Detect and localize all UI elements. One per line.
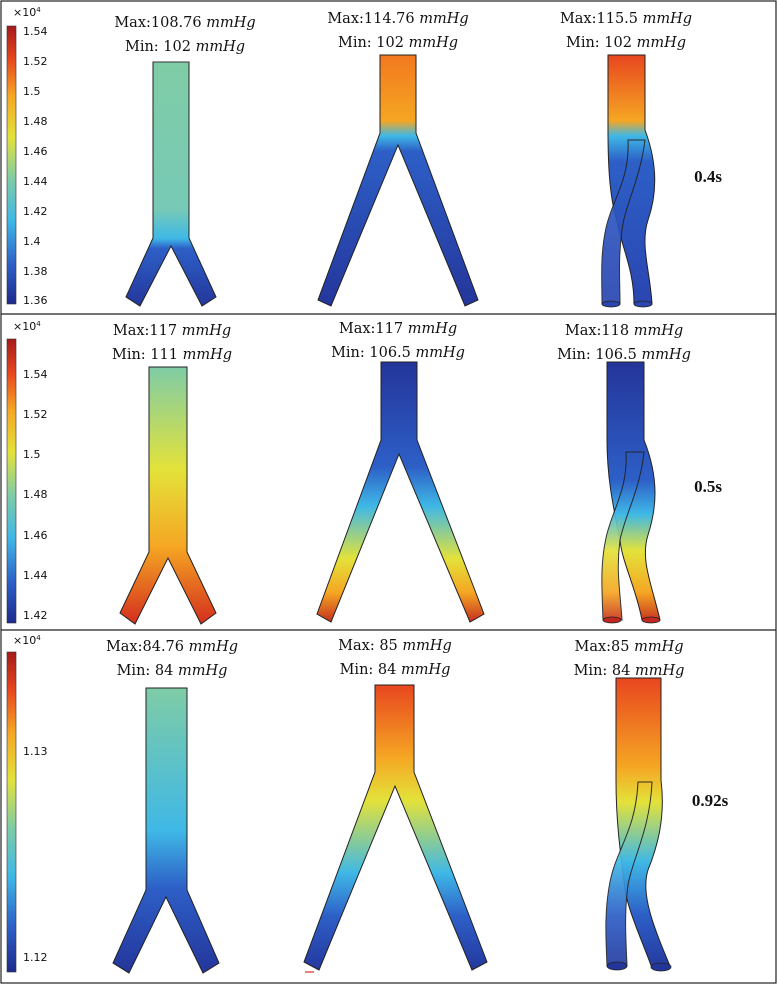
colorbar-tick-label: 1.42 [23, 205, 48, 218]
max-pressure-label: Max:84.76 mmHg [106, 639, 238, 655]
time-label: 0.4s [694, 167, 722, 186]
colorbar-scale [6, 25, 17, 305]
vessel-panel: Max:117 mmHg Min: 111 mmHg [112, 323, 232, 625]
min-pressure-label: Min: 84 mmHg [574, 663, 685, 679]
colorbar: ×104 1.54 1.52 1.5 1.48 1.46 1.44 1.42 1… [6, 6, 48, 307]
time-label: 0.92s [692, 791, 729, 810]
colorbar-multiplier: ×104 [13, 320, 41, 333]
colorbar-scale [6, 338, 17, 624]
max-pressure-label: Max:85 mmHg [574, 639, 683, 655]
bifurcation-vessel [125, 61, 217, 307]
max-pressure-label: Max:114.76 mmHg [327, 11, 468, 27]
max-pressure-label: Max:108.76 mmHg [114, 15, 255, 31]
min-pressure-label: Min: 102 mmHg [125, 39, 245, 55]
vessel-panel: Max:115.5 mmHg Min: 102 mmHg 0.4s [560, 11, 722, 308]
time-label: 0.5s [694, 477, 722, 496]
vessel-panel: Max:85 mmHg Min: 84 mmHg 0.92s [574, 639, 729, 972]
colorbar-tick-label: 1.54 [23, 25, 48, 38]
min-pressure-label: Min: 106.5 mmHg [557, 347, 691, 363]
colorbar: ×104 1.13 1.12 [6, 634, 48, 973]
colorbar-multiplier: ×104 [13, 6, 41, 19]
colorbar-tick-label: 1.44 [23, 175, 48, 188]
min-pressure-label: Min: 102 mmHg [338, 35, 458, 51]
colorbar-multiplier: ×104 [13, 634, 41, 647]
vessel-panel: Max:118 mmHg Min: 106.5 mmHg 0.5s [557, 323, 722, 624]
bifurcation-vessel [317, 54, 479, 307]
vessel-panel: Max:108.76 mmHg Min: 102 mmHg [114, 15, 256, 307]
row-1: ×104 1.54 1.52 1.5 1.48 1.46 1.44 1.42 1… [6, 6, 722, 308]
vessel-panel: Max:117 mmHg Min: 106.5 mmHg [316, 321, 485, 623]
vessel-panel: Max: 85 mmHg Min: 84 mmHg [303, 638, 488, 973]
colorbar-tick-label: 1.38 [23, 265, 48, 278]
colorbar-tick-label: 1.54 [23, 368, 48, 381]
max-pressure-label: Max:117 mmHg [113, 323, 231, 339]
max-pressure-label: Max:117 mmHg [339, 321, 457, 337]
vessel-panel: Max:84.76 mmHg Min: 84 mmHg [106, 639, 238, 974]
bifurcation-vessel [112, 687, 220, 974]
min-pressure-label: Min: 111 mmHg [112, 347, 232, 363]
colorbar: ×104 1.54 1.52 1.5 1.48 1.46 1.44 1.42 [6, 320, 48, 624]
bifurcation-vessel [303, 684, 488, 971]
min-pressure-label: Min: 106.5 mmHg [331, 345, 465, 361]
colorbar-tick-label: 1.13 [23, 745, 48, 758]
colorbar-tick-label: 1.42 [23, 609, 48, 622]
colorbar-tick-label: 1.48 [23, 115, 48, 128]
colorbar-tick-label: 1.52 [23, 55, 48, 68]
colorbar-tick-label: 1.4 [23, 235, 41, 248]
vessel-panel: Max:114.76 mmHg Min: 102 mmHg [317, 11, 479, 307]
colorbar-tick-label: 1.48 [23, 488, 48, 501]
max-pressure-label: Max: 85 mmHg [338, 638, 452, 654]
bifurcation-vessel [119, 366, 217, 625]
colorbar-tick-label: 1.46 [23, 529, 48, 542]
max-pressure-label: Max:115.5 mmHg [560, 11, 692, 27]
min-pressure-label: Min: 84 mmHg [340, 662, 451, 678]
colorbar-tick-label: 1.36 [23, 294, 48, 307]
colorbar-tick-label: 1.5 [23, 85, 41, 98]
bifurcation-vessel [316, 361, 485, 623]
colorbar-tick-label: 1.5 [23, 448, 41, 461]
min-pressure-label: Min: 102 mmHg [566, 35, 686, 51]
row-2: ×104 1.54 1.52 1.5 1.48 1.46 1.44 1.42 M… [6, 320, 722, 625]
colorbar-tick-label: 1.46 [23, 145, 48, 158]
colorbar-scale [6, 651, 17, 973]
row-3: ×104 1.13 1.12 Max:84.76 mmHg Min: 84 mm… [6, 634, 729, 974]
colorbar-tick-label: 1.52 [23, 408, 48, 421]
colorbar-tick-label: 1.12 [23, 951, 48, 964]
min-pressure-label: Min: 84 mmHg [117, 663, 228, 679]
colorbar-tick-label: 1.44 [23, 569, 48, 582]
max-pressure-label: Max:118 mmHg [565, 323, 683, 339]
